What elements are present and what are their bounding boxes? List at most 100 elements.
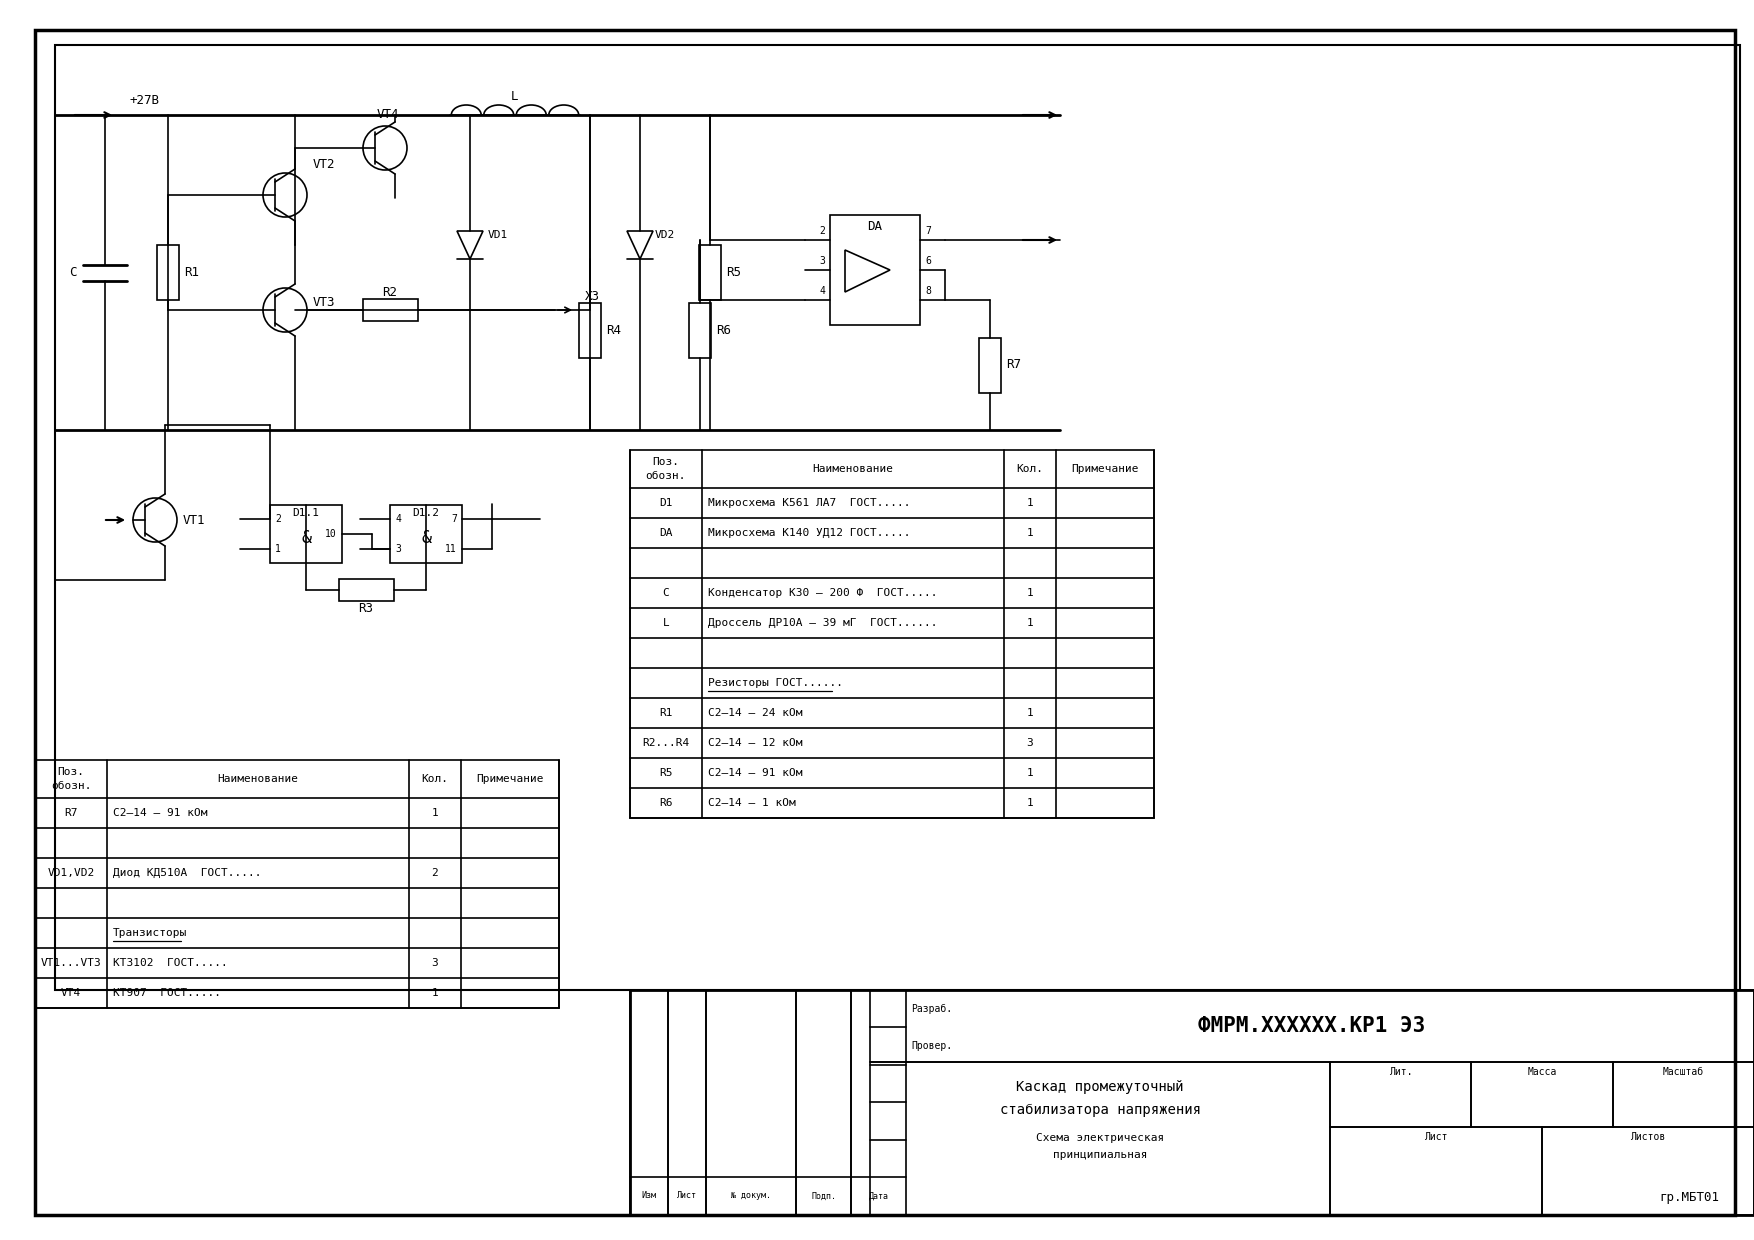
Text: D1.1: D1.1 bbox=[293, 508, 319, 518]
Text: Дроссель ДР10А – 39 мГ  ГОСТ......: Дроссель ДР10А – 39 мГ ГОСТ...... bbox=[709, 618, 937, 627]
Text: &: & bbox=[302, 529, 310, 547]
Bar bbox=[54, 45, 1740, 990]
Bar bbox=[851, 990, 907, 1215]
Bar bbox=[1472, 1061, 1612, 1127]
Text: Примечание: Примечание bbox=[1072, 464, 1138, 474]
Text: 1: 1 bbox=[1026, 799, 1033, 808]
Bar bbox=[630, 990, 668, 1215]
Bar bbox=[689, 303, 710, 357]
Bar bbox=[630, 450, 1154, 818]
Text: R7: R7 bbox=[1007, 358, 1021, 372]
Text: Кол.: Кол. bbox=[1017, 464, 1044, 474]
Text: Кол.: Кол. bbox=[421, 774, 449, 784]
Text: R3: R3 bbox=[358, 601, 374, 615]
Text: 7: 7 bbox=[924, 226, 931, 236]
Text: 1: 1 bbox=[1026, 528, 1033, 538]
Text: КТ3102  ГОСТ.....: КТ3102 ГОСТ..... bbox=[112, 959, 228, 968]
Text: Схема электрическая: Схема электрическая bbox=[1037, 1133, 1165, 1143]
Text: 8: 8 bbox=[924, 286, 931, 296]
Text: С2–14 – 91 кОм: С2–14 – 91 кОм bbox=[112, 808, 207, 818]
Text: Резисторы ГОСТ......: Резисторы ГОСТ...... bbox=[709, 678, 844, 688]
Text: 3: 3 bbox=[431, 959, 438, 968]
Text: R6: R6 bbox=[660, 799, 674, 808]
Text: C: C bbox=[70, 267, 77, 279]
Text: +27В: +27В bbox=[130, 94, 160, 108]
Text: VT4: VT4 bbox=[61, 988, 81, 998]
Text: Примечание: Примечание bbox=[477, 774, 544, 784]
Text: С2–14 – 24 кОм: С2–14 – 24 кОм bbox=[709, 708, 803, 718]
Text: С2–14 – 91 кОм: С2–14 – 91 кОм bbox=[709, 768, 803, 777]
Text: Конденсатор К30 – 200 Ф  ГОСТ.....: Конденсатор К30 – 200 Ф ГОСТ..... bbox=[709, 588, 937, 598]
Text: Каскад промежуточный: Каскад промежуточный bbox=[1016, 1080, 1184, 1094]
Text: 4: 4 bbox=[395, 515, 402, 525]
Text: Изм: Изм bbox=[642, 1192, 656, 1200]
Text: VT2: VT2 bbox=[312, 159, 335, 171]
Text: Наименование: Наименование bbox=[217, 774, 298, 784]
Text: DA: DA bbox=[868, 221, 882, 233]
Text: R1: R1 bbox=[660, 708, 674, 718]
Text: VT4: VT4 bbox=[377, 108, 400, 120]
Text: Поз.: Поз. bbox=[58, 768, 84, 777]
Text: R7: R7 bbox=[65, 808, 77, 818]
Text: Микросхема К561 ЛА7  ГОСТ.....: Микросхема К561 ЛА7 ГОСТ..... bbox=[709, 498, 910, 508]
Text: 3: 3 bbox=[819, 255, 824, 267]
Bar bbox=[1542, 1127, 1754, 1215]
Text: Диод КД510А  ГОСТ.....: Диод КД510А ГОСТ..... bbox=[112, 868, 261, 878]
Text: R1: R1 bbox=[184, 267, 198, 279]
Text: 4: 4 bbox=[819, 286, 824, 296]
Text: Провер.: Провер. bbox=[910, 1042, 952, 1052]
Text: 1: 1 bbox=[1026, 708, 1033, 718]
Text: &: & bbox=[421, 529, 431, 547]
Text: L: L bbox=[510, 91, 519, 103]
Text: принципиальная: принципиальная bbox=[1052, 1149, 1147, 1159]
Text: VD2: VD2 bbox=[654, 229, 675, 241]
Bar bbox=[796, 990, 851, 1215]
Bar bbox=[579, 303, 602, 357]
Text: VT1: VT1 bbox=[182, 513, 205, 527]
Text: Поз.: Поз. bbox=[652, 458, 679, 467]
Text: КТ907  ГОСТ.....: КТ907 ГОСТ..... bbox=[112, 988, 221, 998]
Text: С2–14 – 12 кОм: С2–14 – 12 кОм bbox=[709, 738, 803, 748]
Text: Наименование: Наименование bbox=[812, 464, 893, 474]
Bar bbox=[35, 760, 560, 1008]
Bar bbox=[979, 337, 1002, 393]
Text: обозн.: обозн. bbox=[51, 781, 91, 791]
Text: L: L bbox=[663, 618, 670, 627]
Text: R5: R5 bbox=[726, 267, 740, 279]
Text: 7: 7 bbox=[451, 515, 458, 525]
Text: 1: 1 bbox=[1026, 588, 1033, 598]
Text: 1: 1 bbox=[431, 988, 438, 998]
Text: R2...R4: R2...R4 bbox=[642, 738, 689, 748]
Text: DA: DA bbox=[660, 528, 674, 538]
Text: гр.МБТ01: гр.МБТ01 bbox=[1659, 1190, 1719, 1204]
Text: Лист: Лист bbox=[1424, 1132, 1447, 1142]
Bar bbox=[1330, 1061, 1472, 1127]
Text: С2–14 – 1 кОм: С2–14 – 1 кОм bbox=[709, 799, 796, 808]
Text: обозн.: обозн. bbox=[645, 471, 686, 481]
Text: 11: 11 bbox=[446, 544, 458, 554]
Text: Подп.: Подп. bbox=[810, 1192, 837, 1200]
Text: D1.2: D1.2 bbox=[412, 508, 440, 518]
Text: 1: 1 bbox=[431, 808, 438, 818]
Text: 3: 3 bbox=[1026, 738, 1033, 748]
Text: 6: 6 bbox=[924, 255, 931, 267]
Bar bbox=[830, 215, 921, 325]
Bar bbox=[870, 990, 1754, 1061]
Text: Дата: Дата bbox=[868, 1192, 889, 1200]
Text: Листов: Листов bbox=[1631, 1132, 1666, 1142]
Text: Транзисторы: Транзисторы bbox=[112, 928, 188, 937]
Text: X3: X3 bbox=[586, 289, 600, 303]
Text: 2: 2 bbox=[819, 226, 824, 236]
Text: R6: R6 bbox=[716, 324, 731, 336]
Bar bbox=[339, 579, 393, 601]
Text: Масса: Масса bbox=[1528, 1066, 1558, 1078]
Text: R4: R4 bbox=[605, 324, 621, 336]
Bar bbox=[270, 505, 342, 563]
Bar bbox=[700, 246, 721, 300]
Text: 1: 1 bbox=[1026, 768, 1033, 777]
Text: VD1,VD2: VD1,VD2 bbox=[47, 868, 95, 878]
Text: ФМРМ.XXXXXX.КР1 ЭЗ: ФМРМ.XXXXXX.КР1 ЭЗ bbox=[1198, 1016, 1426, 1035]
Text: R2: R2 bbox=[382, 285, 398, 299]
Text: 3: 3 bbox=[395, 544, 402, 554]
Bar bbox=[668, 990, 707, 1215]
